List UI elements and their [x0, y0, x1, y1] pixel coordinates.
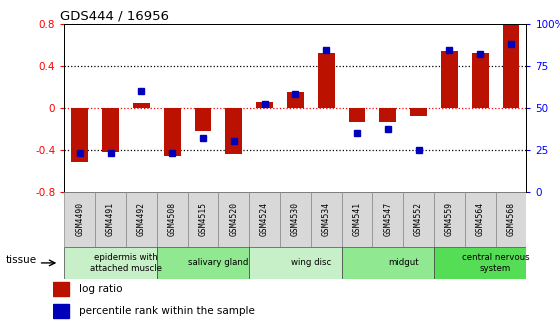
- Bar: [188, 192, 218, 247]
- Bar: [71, 108, 88, 162]
- Bar: [287, 92, 304, 108]
- Bar: [318, 53, 335, 108]
- Text: GSM4492: GSM4492: [137, 202, 146, 236]
- Bar: [342, 247, 434, 279]
- Text: GSM4491: GSM4491: [106, 202, 115, 236]
- Text: GSM4534: GSM4534: [321, 202, 331, 236]
- Text: GSM4564: GSM4564: [475, 202, 485, 236]
- Text: GSM4530: GSM4530: [291, 202, 300, 236]
- Text: GSM4524: GSM4524: [260, 202, 269, 236]
- Bar: [410, 108, 427, 116]
- Bar: [157, 247, 249, 279]
- Bar: [342, 192, 372, 247]
- Text: central nervous
system: central nervous system: [462, 253, 529, 272]
- Bar: [53, 282, 69, 296]
- Text: epidermis with
attached muscle: epidermis with attached muscle: [90, 253, 162, 272]
- Bar: [496, 192, 526, 247]
- Bar: [126, 192, 157, 247]
- Bar: [249, 247, 342, 279]
- Text: GSM4547: GSM4547: [383, 202, 393, 236]
- Text: GSM4515: GSM4515: [198, 202, 208, 236]
- Bar: [472, 53, 489, 108]
- Bar: [249, 192, 280, 247]
- Text: GSM4559: GSM4559: [445, 202, 454, 236]
- Bar: [465, 192, 496, 247]
- Text: GDS444 / 16956: GDS444 / 16956: [60, 9, 169, 23]
- Bar: [95, 192, 126, 247]
- Text: GSM4508: GSM4508: [167, 202, 177, 236]
- Bar: [218, 192, 249, 247]
- Bar: [280, 192, 311, 247]
- Text: wing disc: wing disc: [291, 258, 331, 267]
- Bar: [256, 102, 273, 108]
- Text: GSM4520: GSM4520: [229, 202, 239, 236]
- Text: GSM4552: GSM4552: [414, 202, 423, 236]
- Bar: [133, 103, 150, 108]
- Text: GSM4490: GSM4490: [75, 202, 85, 236]
- Bar: [372, 192, 403, 247]
- Bar: [53, 304, 69, 318]
- Bar: [348, 108, 366, 122]
- Text: midgut: midgut: [388, 258, 418, 267]
- Bar: [434, 247, 526, 279]
- Bar: [403, 192, 434, 247]
- Bar: [379, 108, 396, 122]
- Bar: [102, 108, 119, 152]
- Bar: [64, 247, 157, 279]
- Text: percentile rank within the sample: percentile rank within the sample: [78, 306, 254, 316]
- Bar: [311, 192, 342, 247]
- Text: GSM4541: GSM4541: [352, 202, 362, 236]
- Bar: [164, 108, 181, 156]
- Bar: [502, 25, 520, 108]
- Text: log ratio: log ratio: [78, 284, 122, 294]
- Bar: [194, 108, 212, 131]
- Bar: [64, 192, 95, 247]
- Bar: [434, 192, 465, 247]
- Bar: [441, 51, 458, 108]
- Text: GSM4568: GSM4568: [506, 202, 516, 236]
- Text: tissue: tissue: [6, 255, 37, 264]
- Text: salivary gland: salivary gland: [188, 258, 249, 267]
- Bar: [157, 192, 188, 247]
- Bar: [225, 108, 242, 154]
